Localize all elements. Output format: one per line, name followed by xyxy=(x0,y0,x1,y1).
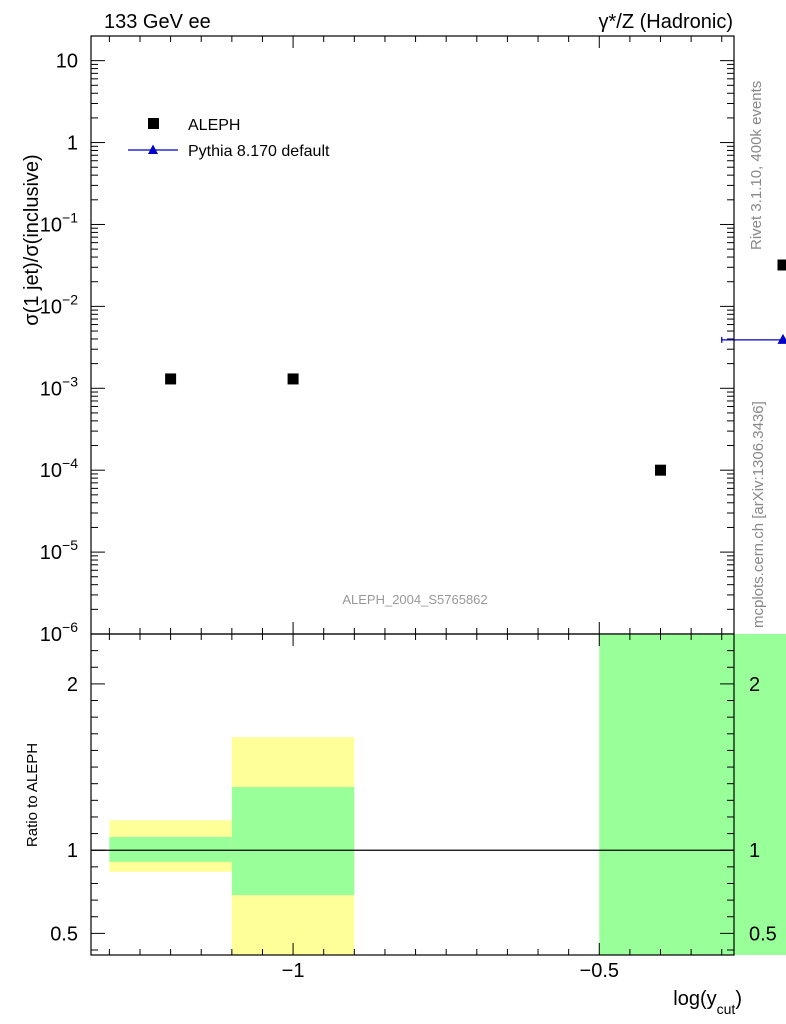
ratio-y-tick-label-left: 2 xyxy=(67,674,78,696)
legend-aleph-marker xyxy=(148,118,159,129)
legend-pythia-marker xyxy=(148,144,158,154)
main-axis-ticks xyxy=(91,35,734,635)
aleph-data-point xyxy=(777,259,786,271)
ratio-x-tick-label: −1 xyxy=(282,960,305,982)
main-data-marks xyxy=(165,259,786,476)
ratio-axis-ticks xyxy=(91,634,734,955)
main-y-tick-label: 1 xyxy=(67,133,78,155)
main-panel: 10 1 10−1 10−2 10−3 10−4 10−5 10−6 σ(1 jet)/σ(i… xyxy=(21,35,786,646)
main-y-tick-label: 10 xyxy=(56,51,78,73)
ratio-frame xyxy=(90,633,735,956)
ratio-y-tick-label-left: 1 xyxy=(67,840,78,862)
main-y-tick-label: 10−4 xyxy=(40,455,78,482)
aleph-data-point xyxy=(165,373,177,385)
rivet-info-label: Rivet 3.1.10, 400k events xyxy=(748,81,765,250)
ratio-y-tick-label-right: 0.5 xyxy=(749,923,777,945)
main-y-tick-label: 10−6 xyxy=(40,619,78,646)
main-y-tick-label: 10−3 xyxy=(40,373,78,400)
ratio-y-axis-label: Ratio to ALEPH xyxy=(24,743,41,847)
ratio-x-tick-label: −0.5 xyxy=(580,960,619,982)
aleph-data-point xyxy=(655,464,667,476)
pythia-data-point xyxy=(777,333,786,344)
ratio-y-tick-label-left: 0.5 xyxy=(50,923,78,945)
ratio-panel: 0.5 0.5 1 1 2 2 −1 −0.5 Ratio to ALEPH log(ycu… xyxy=(24,633,786,1017)
header-left-title: 133 GeV ee xyxy=(104,11,211,33)
main-y-tick-label: 10−1 xyxy=(40,209,78,236)
main-y-tick-labels: 10 1 10−1 10−2 10−3 10−4 10−5 10−6 xyxy=(40,51,78,646)
ratio-green-band xyxy=(599,634,786,955)
main-y-axis-label: σ(1 jet)/σ(inclusive) xyxy=(21,154,43,325)
ratio-green-band xyxy=(231,787,355,896)
watermark: ALEPH_2004_S5765862 xyxy=(342,592,487,607)
x-axis-label: log(ycut) xyxy=(673,988,742,1017)
mcplots-label: mcplots.cern.ch [arXiv:1306.3436] xyxy=(750,401,767,628)
aleph-data-point xyxy=(287,373,299,385)
ratio-x-tick-labels: −1 −0.5 xyxy=(282,960,619,982)
ratio-green-band xyxy=(109,836,232,862)
ratio-y-tick-labels: 0.5 0.5 1 1 2 2 xyxy=(50,674,777,945)
ratio-y-tick-label-right: 2 xyxy=(749,674,760,696)
legend: ALEPH Pythia 8.170 default xyxy=(128,117,330,160)
legend-pythia-label: Pythia 8.170 default xyxy=(188,143,330,160)
ratio-y-tick-label-right: 1 xyxy=(749,840,760,862)
main-y-tick-label: 10−5 xyxy=(40,537,78,564)
ratio-bands xyxy=(109,634,786,955)
legend-aleph-label: ALEPH xyxy=(188,117,240,134)
main-y-tick-label: 10−2 xyxy=(40,291,78,318)
header-right-title: γ*/Z (Hadronic) xyxy=(599,11,733,33)
